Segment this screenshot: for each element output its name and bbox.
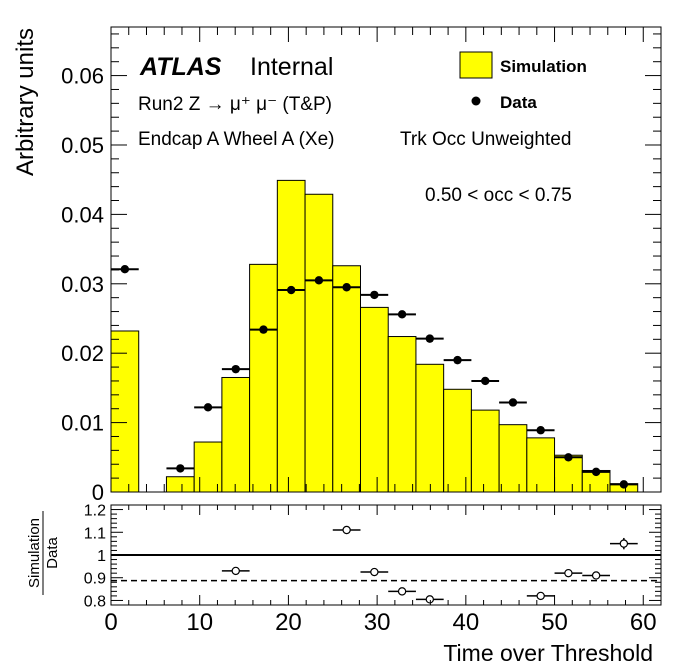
ratio-point <box>397 587 407 596</box>
x-tick-label: 0 <box>104 609 117 636</box>
x-tick-label: 40 <box>452 609 479 636</box>
simulation-bar <box>304 193 334 493</box>
simulation-bar <box>276 179 306 493</box>
ratio-point <box>619 539 629 548</box>
legend-simulation-swatch <box>459 51 493 79</box>
x-tick-label: 20 <box>275 609 302 636</box>
data-point <box>397 310 407 319</box>
data-point <box>120 265 130 274</box>
ratio-label-denominator: Data <box>44 537 61 569</box>
simulation-bar <box>249 263 278 493</box>
legend: Simulation Data <box>459 51 587 112</box>
ratio-label-numerator: Simulation <box>26 518 43 588</box>
simulation-bar <box>332 265 361 493</box>
data-point <box>342 283 351 292</box>
ratio-y-tick-labels: 0.8 0.9 1 1.1 1.2 <box>84 503 106 611</box>
ratio-points <box>221 525 638 604</box>
data-point <box>425 334 435 343</box>
data-point <box>370 290 379 300</box>
internal-label: Internal <box>250 53 333 81</box>
ratio-y-tick-label: 0.9 <box>84 571 106 588</box>
occupancy-label: 0.50 < occ < 0.75 <box>425 185 572 206</box>
simulation-bar <box>221 376 251 493</box>
simulation-bar <box>387 336 417 493</box>
data-point <box>564 453 573 462</box>
weighting-label: Trk Occ Unweighted <box>400 129 571 150</box>
x-axis-label: Time over Threshold <box>443 640 653 666</box>
ratio-point <box>425 595 435 604</box>
ratio-point <box>536 591 545 601</box>
y-tick-label: 0.04 <box>61 202 104 227</box>
data-point <box>231 364 240 374</box>
ratio-point <box>342 525 351 535</box>
data-point <box>508 398 518 407</box>
data-point <box>176 464 185 473</box>
simulation-bar <box>443 388 472 493</box>
ratio-point <box>231 566 240 576</box>
y-tick-label: 0.05 <box>61 133 104 158</box>
y-tick-label: 0.03 <box>61 272 104 297</box>
y-tick-label: 0.01 <box>61 411 104 436</box>
ratio-point <box>591 571 601 580</box>
data-point <box>286 285 296 295</box>
simulation-bar <box>470 409 500 493</box>
ratio-y-tick-label: 1.1 <box>84 525 106 542</box>
ratio-point <box>564 568 573 578</box>
x-tick-labels: 0 10 20 30 40 50 60 <box>104 609 656 636</box>
simulation-bar <box>498 424 528 493</box>
simulation-bar <box>165 476 195 493</box>
data-point <box>536 426 545 435</box>
ratio-plot-panel: 0.8 0.9 1 1.1 1.2 0 10 20 30 40 50 60 Simulation D… <box>26 503 662 666</box>
atlas-label: ATLAS <box>139 53 222 81</box>
simulation-histogram <box>110 179 639 493</box>
y-axis-label: Arbitrary units <box>12 28 39 176</box>
y-tick-label: 0 <box>92 480 104 505</box>
ratio-reference-lines <box>111 554 661 582</box>
ratio-axis-ticks <box>110 505 662 605</box>
simulation-bar <box>193 441 223 493</box>
ratio-point <box>370 567 379 577</box>
data-point <box>314 276 324 285</box>
data-point <box>453 355 462 365</box>
ratio-y-axis-label: Simulation Data <box>26 511 61 595</box>
ratio-y-tick-label: 0.8 <box>84 593 106 610</box>
legend-data-marker <box>471 96 481 106</box>
x-tick-label: 10 <box>186 609 213 636</box>
simulation-bar <box>415 363 445 493</box>
ratio-y-tick-label: 1 <box>97 548 106 565</box>
x-tick-label: 30 <box>364 609 391 636</box>
data-point <box>591 467 601 477</box>
data-point <box>481 376 490 386</box>
y-tick-label: 0.02 <box>61 341 104 366</box>
main-y-tick-labels: 0 0.01 0.02 0.03 0.04 0.05 0.06 <box>61 64 104 505</box>
selection-label: Run2 Z → μ⁺ μ⁻ (T&P) <box>138 94 332 115</box>
data-points <box>111 265 638 489</box>
data-point <box>203 403 213 412</box>
data-point <box>259 325 268 334</box>
simulation-bar <box>526 437 556 493</box>
data-point <box>619 480 629 489</box>
main-plot-frame <box>110 26 662 493</box>
ratio-y-tick-label: 1.2 <box>84 503 106 520</box>
legend-simulation-label: Simulation <box>500 57 587 76</box>
region-label: Endcap A Wheel A (Xe) <box>138 129 334 150</box>
x-tick-label: 60 <box>630 609 657 636</box>
main-plot-panel: 0 0.01 0.02 0.03 0.04 0.05 0.06 Arbitrary unit… <box>12 26 662 505</box>
y-tick-label: 0.06 <box>61 64 104 89</box>
simulation-bar <box>110 330 140 493</box>
x-tick-label: 50 <box>541 609 568 636</box>
legend-data-label: Data <box>500 93 537 112</box>
simulation-bar <box>359 306 389 493</box>
main-axis-ticks <box>110 27 662 493</box>
